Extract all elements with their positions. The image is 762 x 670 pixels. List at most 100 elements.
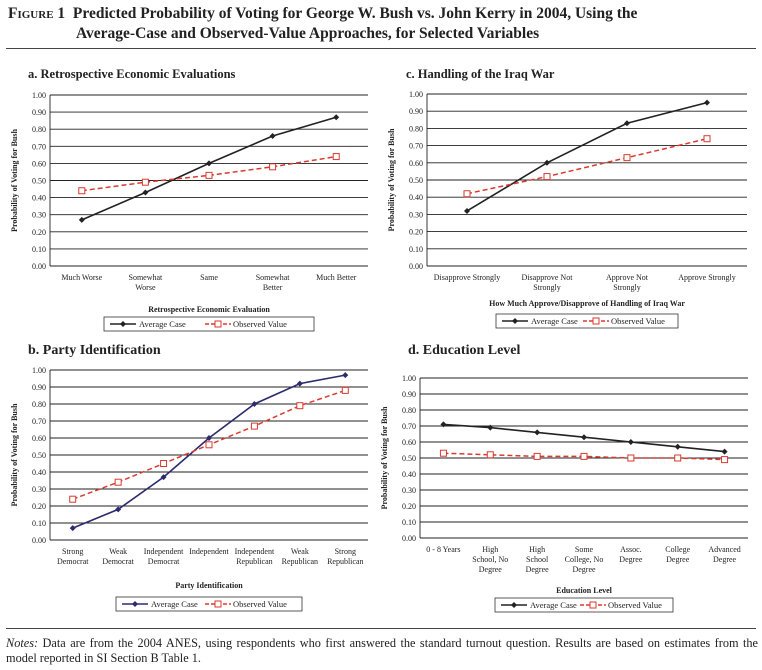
- chart-b-y-tick-label: 0.70: [32, 417, 46, 426]
- figure-title: Figure 1 Predicted Probability of Voting…: [8, 4, 754, 44]
- chart-b-x-tick-label: Strong Republican: [327, 547, 363, 566]
- chart-a-y-tick-label: 1.00: [32, 91, 46, 100]
- chart-b-x-tick-line: Strong: [62, 547, 83, 556]
- chart-d-y-tick-label: 0.10: [402, 518, 416, 527]
- chart-d-x-tick-line: Degree: [666, 555, 690, 564]
- chart-d-average-case-point: [487, 424, 494, 431]
- chart-c-series-observed-value-line: [466, 137, 708, 195]
- chart-d-x-tick-line: College: [665, 545, 690, 554]
- chart-d-x-tick-label: 0 - 8 Years: [426, 545, 460, 554]
- chart-d-x-tick-label: Assoc. Degree: [619, 545, 643, 564]
- chart-b-y-tick-label: 0.60: [32, 434, 46, 443]
- chart-d-x-tick-label: Advanced Degree: [708, 545, 740, 564]
- chart-d-y-tick-label: 0.70: [402, 422, 416, 431]
- chart-d-y-tick-label: 1.00: [402, 374, 416, 383]
- chart-a-x-tick-line: Worse: [135, 283, 156, 292]
- chart-c-x-tick-line: Strongly: [613, 283, 641, 292]
- chart-a-y-tick-label: 0.50: [32, 177, 46, 186]
- chart-d-observed-value-point: [580, 452, 588, 460]
- chart-panel-d: d. Education Level 0.00 0.10 0.20 0.30 0.40 0.…: [380, 336, 756, 626]
- chart-a-svg: a. Retrospective Economic Evaluations 0.0…: [10, 67, 368, 332]
- chart-d-legend-observed-label: Observed Value: [608, 600, 662, 610]
- chart-b-x-tick-label: Strong Democrat: [57, 547, 89, 566]
- chart-a-observed-value-point: [78, 187, 86, 195]
- chart-b-y-tick-label: 0.50: [32, 451, 46, 460]
- chart-c-x-tick-label: Approve Strongly: [678, 273, 736, 282]
- chart-b-x-tick-line: Republican: [236, 557, 272, 566]
- chart-c-x-tick-line: Strongly: [533, 283, 561, 292]
- chart-a-x-tick-line: Much Better: [316, 273, 357, 282]
- chart-a-x-tick-label: Somewhat Better: [256, 273, 291, 292]
- chart-b-x-tick-line: Independent: [144, 547, 184, 556]
- chart-b-x-tick-line: Democrat: [57, 557, 89, 566]
- chart-c-svg: c. Handling of the Iraq War 0.00 0.10 0.20 0…: [387, 67, 747, 329]
- chart-d-x-tick-line: Some: [575, 545, 594, 554]
- chart-b-y-tick-label: 0.00: [32, 536, 46, 545]
- chart-b-observed-value-point: [114, 478, 122, 486]
- chart-d-x-tick-line: Degree: [526, 565, 550, 574]
- chart-a-legend-observed-marker: [214, 320, 222, 328]
- figure-title-line1: Figure 1 Predicted Probability of Voting…: [8, 4, 754, 24]
- chart-a-title: a. Retrospective Economic Evaluations: [28, 67, 236, 81]
- chart-d-x-tick-line: 0 - 8 Years: [426, 545, 460, 554]
- chart-b-average-case-point: [206, 435, 212, 441]
- chart-d-x-tick-label: High School Degree: [526, 545, 550, 574]
- chart-c-series-average-case-line: [466, 101, 708, 212]
- notes-text: Data are from the 2004 ANES, using respo…: [6, 636, 758, 665]
- chart-c-x-tick-line: Approve Not: [606, 273, 649, 282]
- chart-c-legend-observed-marker: [592, 317, 600, 325]
- chart-b-x-tick-line: Independent: [235, 547, 275, 556]
- chart-c-y-tick-label: 0.70: [409, 142, 423, 151]
- chart-b-x-tick-line: Democrat: [148, 557, 180, 566]
- chart-c-x-tick-line: Approve Strongly: [678, 273, 736, 282]
- chart-panel-b: b. Party Identification 0.00 0.10 0.20 0.30 0…: [0, 336, 376, 626]
- chart-a-y-tick-label: 0.90: [32, 108, 46, 117]
- chart-d-y-tick-label: 0.90: [402, 390, 416, 399]
- chart-b-y-tick-label: 0.90: [32, 383, 46, 392]
- chart-d-y-tick-label: 0.50: [402, 454, 416, 463]
- chart-c-legend-observed-label: Observed Value: [611, 316, 665, 326]
- chart-a-x-tick-line: Somewhat: [129, 273, 164, 282]
- chart-d-x-axis-label: Education Level: [556, 586, 613, 595]
- chart-b-x-tick-line: Republican: [282, 557, 318, 566]
- chart-b-x-tick-line: Weak: [291, 547, 309, 556]
- chart-c-y-axis-label: Probability of Voting for Bush: [387, 128, 396, 231]
- chart-a-average-case-point: [206, 160, 212, 167]
- chart-a-x-tick-line: Same: [200, 273, 218, 282]
- chart-d-x-tick-line: Degree: [572, 565, 596, 574]
- chart-b-average-case-point: [160, 474, 167, 481]
- chart-a-y-tick-label: 0.80: [32, 125, 46, 134]
- chart-a-y-tick-label: 0.70: [32, 142, 46, 151]
- chart-d-average-case-point: [721, 448, 728, 455]
- chart-c-y-tick-label: 0.30: [409, 210, 423, 219]
- chart-a-x-tick-line: Better: [263, 283, 283, 292]
- chart-c-x-tick-line: Disapprove Not: [522, 273, 574, 282]
- chart-d-x-tick-line: High: [482, 545, 498, 554]
- chart-c-y-tick-label: 0.50: [409, 176, 423, 185]
- chart-b-x-tick-label: Weak Republican: [282, 547, 318, 566]
- notes-rule: [6, 628, 756, 629]
- chart-c-y-tick-label: 0.20: [409, 228, 423, 237]
- chart-d-legend-average-marker: [511, 602, 517, 608]
- chart-d-x-tick-line: School: [526, 555, 549, 564]
- chart-b-x-tick-label: Independent: [189, 547, 229, 556]
- chart-a-average-case-point: [333, 114, 340, 121]
- chart-c-x-tick-label: Disapprove Strongly: [434, 273, 500, 282]
- chart-a-legend-average-label: Average Case: [139, 319, 186, 329]
- chart-b-x-axis-label: Party Identification: [175, 581, 243, 590]
- chart-b-y-tick-label: 0.20: [32, 502, 46, 511]
- chart-c-x-tick-label: Disapprove Not Strongly: [522, 273, 574, 292]
- chart-c-legend-average-label: Average Case: [531, 316, 578, 326]
- chart-c-x-tick-line: Disapprove Strongly: [434, 273, 500, 282]
- chart-d-y-tick-label: 0.30: [402, 486, 416, 495]
- chart-a-x-axis-label: Retrospective Economic Evaluation: [148, 305, 270, 314]
- chart-b-y-axis-label: Probability of Voting for Bush: [10, 403, 19, 506]
- chart-d-x-tick-line: Assoc.: [620, 545, 642, 554]
- chart-a-x-tick-label: Much Better: [316, 273, 357, 282]
- chart-b-title: b. Party Identification: [28, 343, 161, 358]
- chart-d-observed-value-point: [627, 454, 635, 462]
- chart-b-legend-average-label: Average Case: [151, 599, 198, 609]
- chart-a-x-tick-label: Much Worse: [61, 273, 102, 282]
- chart-c-observed-value-point: [703, 135, 711, 143]
- chart-d-observed-value-point: [439, 449, 447, 457]
